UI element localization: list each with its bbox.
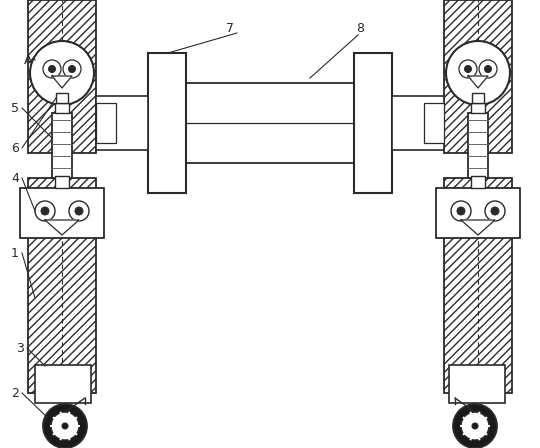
Text: 5: 5	[11, 102, 19, 115]
Bar	[20, 188, 104, 238]
Polygon shape	[461, 220, 495, 235]
Circle shape	[457, 207, 465, 215]
Bar	[449, 365, 505, 403]
Polygon shape	[468, 76, 488, 88]
Circle shape	[451, 201, 471, 221]
Bar	[468, 113, 488, 178]
Circle shape	[63, 60, 81, 78]
Circle shape	[49, 65, 56, 73]
Circle shape	[43, 60, 61, 78]
Circle shape	[30, 41, 94, 105]
Text: 1: 1	[11, 246, 19, 259]
Bar	[35, 365, 91, 403]
Text: 8: 8	[356, 22, 364, 34]
Circle shape	[41, 207, 49, 215]
Polygon shape	[45, 220, 79, 235]
Bar	[472, 93, 484, 103]
Bar	[186, 83, 354, 163]
Text: 3: 3	[16, 341, 24, 354]
Bar	[392, 96, 444, 150]
Bar	[471, 176, 485, 188]
Circle shape	[472, 423, 478, 429]
Bar	[55, 176, 69, 188]
Circle shape	[446, 41, 510, 105]
Circle shape	[485, 201, 505, 221]
Bar	[55, 103, 69, 113]
Bar	[424, 103, 444, 143]
Circle shape	[464, 65, 471, 73]
Circle shape	[484, 65, 491, 73]
Text: 6: 6	[11, 142, 19, 155]
Text: 7: 7	[226, 22, 234, 34]
Text: 4: 4	[11, 172, 19, 185]
Bar	[28, 0, 96, 153]
Polygon shape	[52, 76, 72, 88]
Circle shape	[491, 207, 499, 215]
Bar	[444, 0, 512, 153]
Circle shape	[35, 201, 55, 221]
Bar	[96, 103, 116, 143]
Circle shape	[43, 404, 87, 448]
Circle shape	[69, 65, 76, 73]
Circle shape	[62, 423, 68, 429]
Bar	[444, 178, 512, 393]
Text: 2: 2	[11, 387, 19, 400]
Circle shape	[69, 201, 89, 221]
Bar	[96, 96, 148, 150]
Bar	[471, 103, 485, 113]
Circle shape	[479, 60, 497, 78]
Text: A: A	[24, 53, 32, 66]
Bar	[354, 53, 392, 193]
Circle shape	[75, 207, 83, 215]
Bar	[28, 178, 96, 393]
Circle shape	[51, 412, 79, 440]
Bar	[56, 93, 68, 103]
Bar	[52, 113, 72, 178]
Bar	[436, 188, 520, 238]
Circle shape	[461, 412, 489, 440]
Circle shape	[453, 404, 497, 448]
Bar	[148, 53, 186, 193]
Circle shape	[459, 60, 477, 78]
